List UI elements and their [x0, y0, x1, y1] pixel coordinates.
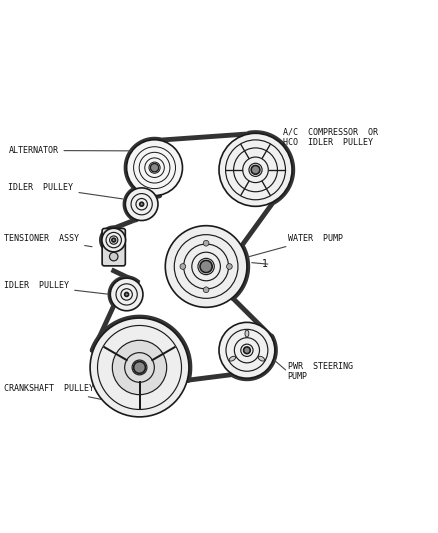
Circle shape	[226, 264, 232, 269]
Circle shape	[125, 353, 154, 382]
FancyBboxPatch shape	[102, 229, 125, 266]
Text: 1: 1	[262, 260, 268, 269]
Circle shape	[125, 293, 129, 296]
Text: TENSIONER  ASSY: TENSIONER ASSY	[4, 234, 92, 247]
Circle shape	[165, 225, 247, 308]
Text: IDLER  PULLEY: IDLER PULLEY	[8, 182, 123, 199]
Circle shape	[112, 340, 167, 394]
Circle shape	[110, 278, 143, 311]
Circle shape	[102, 228, 126, 252]
Text: A/C  COMPRESSOR  OR
HCO  IDLER  PULLEY: A/C COMPRESSOR OR HCO IDLER PULLEY	[283, 128, 378, 147]
Ellipse shape	[258, 356, 265, 361]
Circle shape	[90, 318, 189, 417]
Circle shape	[134, 361, 145, 374]
Text: IDLER  PULLEY: IDLER PULLEY	[4, 281, 108, 294]
Ellipse shape	[245, 330, 249, 337]
Circle shape	[132, 360, 147, 375]
Text: CRANKSHAFT  PULLEY: CRANKSHAFT PULLEY	[4, 384, 112, 401]
Circle shape	[127, 140, 183, 196]
Text: PWR  STEERING
PUMP: PWR STEERING PUMP	[288, 362, 353, 382]
Circle shape	[244, 347, 250, 353]
Circle shape	[200, 261, 212, 272]
Text: ALTERNATOR: ALTERNATOR	[8, 146, 143, 155]
Circle shape	[125, 188, 158, 221]
Circle shape	[110, 252, 118, 261]
Circle shape	[112, 238, 116, 242]
Circle shape	[150, 164, 159, 172]
Circle shape	[219, 322, 275, 378]
Text: WATER  PUMP: WATER PUMP	[246, 234, 343, 257]
Circle shape	[203, 240, 209, 246]
Ellipse shape	[229, 356, 236, 361]
Circle shape	[251, 165, 260, 174]
Circle shape	[140, 202, 144, 206]
Circle shape	[219, 133, 292, 206]
Circle shape	[203, 287, 209, 293]
Circle shape	[180, 264, 186, 269]
